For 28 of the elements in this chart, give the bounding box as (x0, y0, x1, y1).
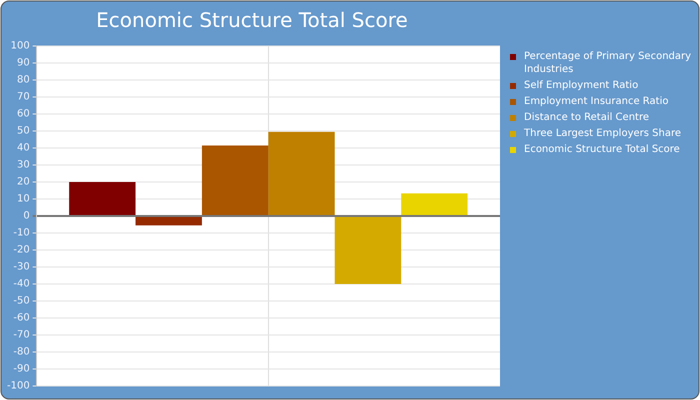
y-tick-label: -80 (13, 346, 30, 358)
legend-label: Self Employment Ratio (524, 79, 638, 92)
y-tick-label: 30 (16, 160, 30, 171)
y-tick-label: 20 (16, 176, 30, 188)
y-tick-label: -40 (13, 278, 30, 290)
y-tick-label: -20 (13, 244, 30, 256)
y-tick-label: 0 (23, 210, 30, 222)
y-tick-label: -90 (13, 364, 30, 375)
legend-label: Distance to Retail Centre (524, 111, 649, 124)
y-tick-label: 40 (16, 142, 30, 154)
y-tick-label: -30 (13, 262, 30, 273)
legend-label: Economic Structure Total Score (524, 143, 680, 156)
legend-label: Employment Insurance Ratio (524, 95, 668, 108)
legend-label: Percentage of Primary Secondary Industries (524, 50, 692, 76)
y-tick-label: -60 (13, 312, 30, 324)
chart-title: Economic Structure Total Score (96, 8, 408, 32)
y-tick-label: 50 (16, 126, 30, 137)
y-tick-label: -10 (13, 228, 30, 239)
y-tick-label: 90 (16, 58, 30, 69)
y-tick-label: 60 (16, 108, 30, 120)
y-tick-label: 70 (16, 92, 30, 103)
y-tick-label: 100 (10, 40, 30, 52)
legend-label: Three Largest Employers Share (524, 127, 681, 140)
y-tick-label: 80 (16, 74, 30, 86)
y-tick-label: -100 (6, 380, 30, 392)
y-tick-label: -50 (13, 296, 30, 307)
y-tick-label: 10 (16, 194, 30, 205)
y-tick-label: -70 (13, 330, 30, 341)
